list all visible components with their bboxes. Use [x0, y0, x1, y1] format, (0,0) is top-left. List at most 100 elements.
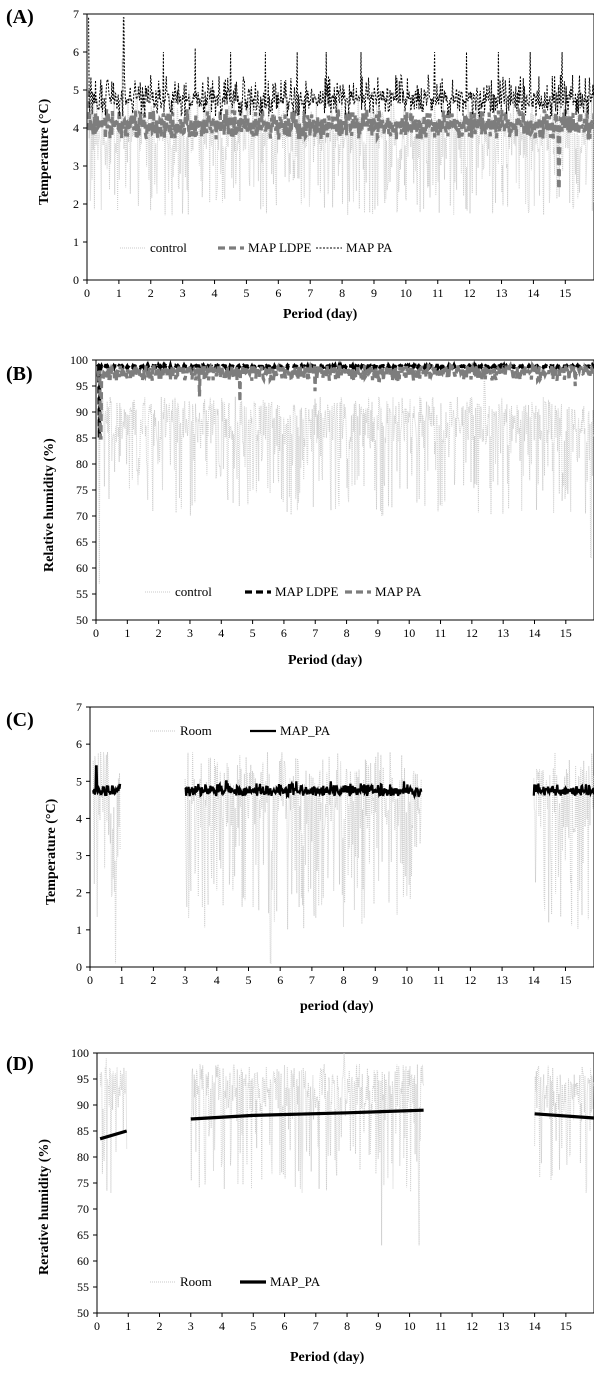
series-line-control	[97, 380, 594, 584]
x-tick-label: 14	[529, 1319, 541, 1333]
x-tick-label: 11	[435, 626, 447, 640]
y-tick-label: 80	[76, 457, 88, 471]
series-line-map-pa	[92, 765, 594, 800]
y-tick-label: 2	[76, 886, 82, 900]
y-tick-label: 50	[76, 613, 88, 627]
legend-label: Room	[180, 1274, 212, 1289]
x-tick-label: 11	[433, 973, 445, 987]
plot-frame	[96, 1052, 594, 1314]
x-tick-label: 1	[124, 626, 130, 640]
x-tick-label: 9	[375, 1319, 381, 1333]
x-tick-label: 7	[313, 1319, 319, 1333]
x-tick-label: 3	[188, 1319, 194, 1333]
x-tick-label: 3	[182, 973, 188, 987]
y-tick-label: 75	[77, 1176, 89, 1190]
x-tick-label: 11	[432, 286, 444, 300]
y-tick-label: 6	[76, 737, 82, 751]
x-tick-label: 4	[218, 626, 224, 640]
y-tick-label: 55	[76, 587, 88, 601]
y-tick-label: 3	[76, 849, 82, 863]
x-tick-label: 6	[282, 1319, 288, 1333]
x-tick-label: 8	[339, 286, 345, 300]
y-tick-label: 95	[76, 379, 88, 393]
y-tick-label: 90	[77, 1098, 89, 1112]
legend-label: control	[175, 584, 212, 599]
x-tick-label: 10	[404, 1319, 416, 1333]
y-tick-label: 95	[77, 1072, 89, 1086]
x-tick-label: 8	[344, 1319, 350, 1333]
y-tick-label: 5	[76, 774, 82, 788]
chart-plot-b: 0 1 2 3 4 5 6 7 8 9 10 11 12 13 14 15505560657075808590…	[70, 353, 594, 640]
x-tick-label: 9	[371, 286, 377, 300]
x-tick-label: 14	[528, 973, 540, 987]
x-tick-label: 3	[187, 626, 193, 640]
x-tick-label: 4	[214, 973, 220, 987]
y-tick-label: 7	[73, 7, 79, 21]
y-tick-label: 100	[71, 1046, 89, 1060]
plot-frame	[86, 13, 594, 281]
x-tick-label: 7	[307, 286, 313, 300]
x-tick-label: 12	[464, 973, 476, 987]
x-tick-label: 14	[527, 286, 539, 300]
x-tick-label: 6	[275, 286, 281, 300]
y-tick-label: 50	[77, 1306, 89, 1320]
y-tick-label: 0	[76, 960, 82, 974]
series-line-map-ldpe	[87, 89, 594, 191]
series-line-room	[92, 751, 594, 964]
x-tick-label: 7	[312, 626, 318, 640]
chart-panel-b: (B) Relative humidity (%) Period (day) 0…	[0, 330, 594, 675]
panel-letter-b: (B)	[6, 363, 33, 385]
x-tick-label: 12	[466, 626, 478, 640]
x-tick-label: 15	[559, 973, 571, 987]
panel-letter-c: (C)	[6, 709, 34, 731]
y-tick-label: 1	[76, 923, 82, 937]
x-tick-label: 13	[496, 973, 508, 987]
series-line-map-pa	[99, 1108, 594, 1141]
x-tick-label: 8	[344, 626, 350, 640]
x-tick-label: 9	[372, 973, 378, 987]
legend-label: MAP_PA	[270, 1274, 321, 1289]
x-tick-label: 0	[93, 626, 99, 640]
x-tick-label: 0	[87, 973, 93, 987]
y-tick-label: 75	[76, 483, 88, 497]
x-tick-label: 1	[119, 973, 125, 987]
x-tick-label: 11	[435, 1319, 447, 1333]
x-axis-label-d: Period (day)	[290, 1350, 365, 1365]
x-tick-label: 3	[180, 286, 186, 300]
y-tick-label: 70	[76, 509, 88, 523]
x-tick-label: 5	[250, 1319, 256, 1333]
y-tick-label: 3	[73, 159, 79, 173]
panel-letter-d: (D)	[6, 1053, 34, 1075]
y-tick-label: 4	[76, 811, 82, 825]
x-tick-label: 6	[281, 626, 287, 640]
y-tick-label: 85	[76, 431, 88, 445]
x-tick-label: 13	[497, 626, 509, 640]
x-tick-label: 14	[528, 626, 540, 640]
legend-label: MAP LDPE	[275, 584, 339, 599]
y-tick-label: 100	[70, 353, 88, 367]
y-tick-label: 5	[73, 83, 79, 97]
y-tick-label: 6	[73, 45, 79, 59]
y-tick-label: 1	[73, 235, 79, 249]
x-tick-label: 4	[219, 1319, 225, 1333]
series-line-control	[88, 44, 594, 216]
x-tick-label: 6	[277, 973, 283, 987]
x-axis-label-a: Period (day)	[283, 307, 358, 322]
x-tick-label: 4	[212, 286, 218, 300]
x-axis-label-c: period (day)	[300, 999, 374, 1014]
x-tick-label: 10	[401, 973, 413, 987]
x-tick-label: 7	[309, 973, 315, 987]
x-tick-label: 5	[250, 626, 256, 640]
x-tick-label: 5	[245, 973, 251, 987]
y-tick-label: 90	[76, 405, 88, 419]
x-tick-label: 15	[560, 1319, 572, 1333]
series-line-map-pa	[96, 360, 594, 440]
x-tick-label: 2	[150, 973, 156, 987]
plot-frame	[95, 359, 594, 621]
x-tick-label: 1	[125, 1319, 131, 1333]
x-tick-label: 12	[464, 286, 476, 300]
chart-plot-d: 0 1 2 3 4 5 6 7 8 9 10 11 12 13 14 15505560657075808590…	[71, 1046, 594, 1333]
